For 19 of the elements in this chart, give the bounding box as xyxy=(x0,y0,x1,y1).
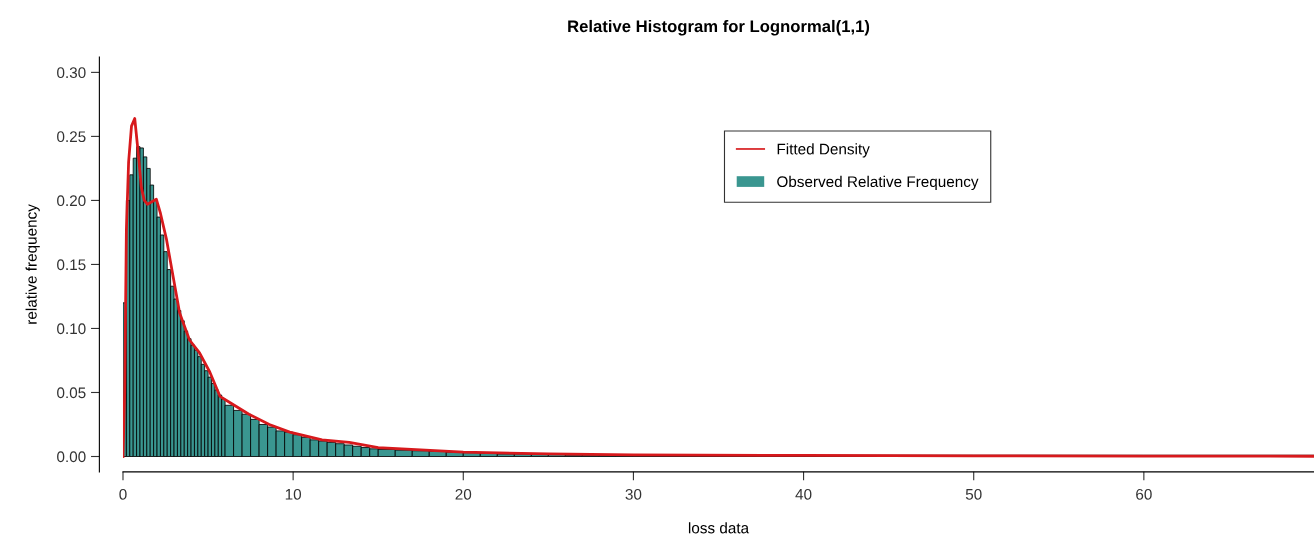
x-tick-label: 30 xyxy=(625,488,642,500)
y-tick-label: 0.20 xyxy=(57,195,86,207)
x-tick-label: 60 xyxy=(1136,488,1152,500)
y-tick-label: 0.10 xyxy=(57,323,86,335)
x-axis-title: loss data xyxy=(688,522,750,534)
y-tick-label: 0.25 xyxy=(57,131,86,143)
y-tick-label: 0.15 xyxy=(57,259,86,271)
y-tick-label: 0.05 xyxy=(57,387,86,399)
y-axis-title: relative frequency xyxy=(25,204,40,324)
x-tick-label: 0 xyxy=(119,488,127,500)
chart-title: Relative Histogram for Lognormal(1,1) xyxy=(568,19,870,36)
y-tick-label: 0.00 xyxy=(57,451,86,463)
x-tick-label: 40 xyxy=(795,488,812,500)
legend-label: Observed Relative Frequency xyxy=(777,175,979,191)
x-tick-label: 10 xyxy=(285,488,302,500)
legend-label: Fitted Density xyxy=(777,143,870,158)
x-tick-label: 20 xyxy=(455,488,472,500)
x-tick-label: 50 xyxy=(965,488,982,500)
y-tick-label: 0.30 xyxy=(57,67,86,79)
